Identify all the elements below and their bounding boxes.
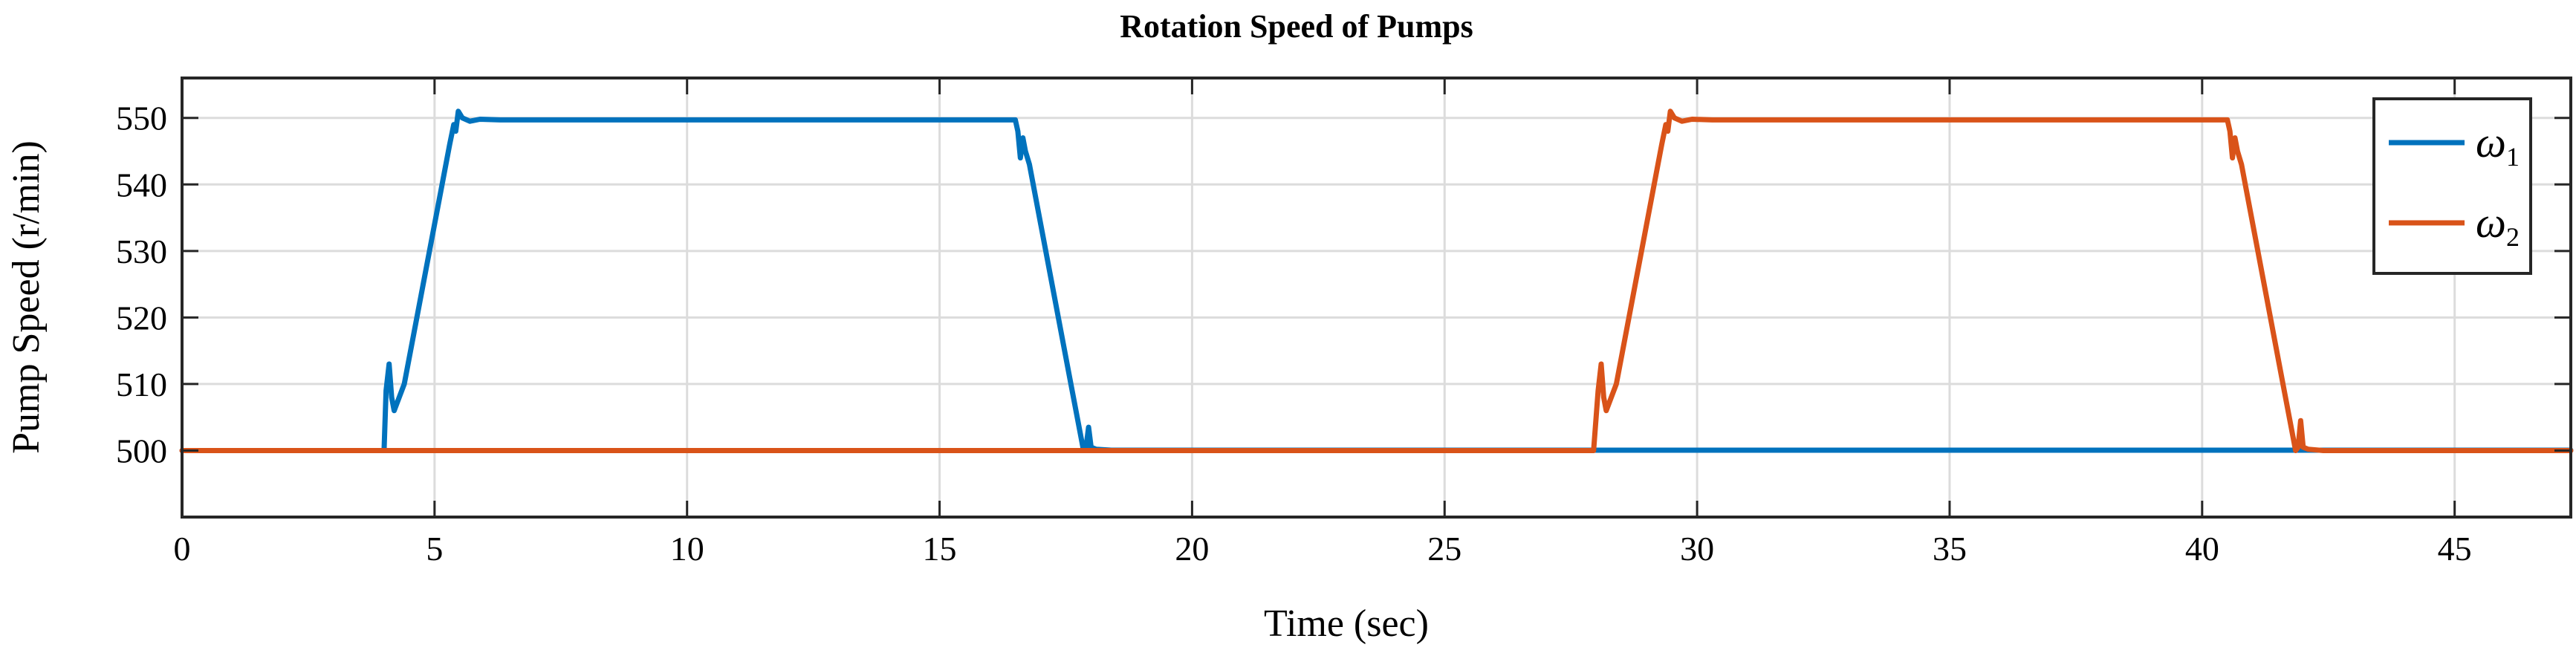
y-tick-label: 500	[116, 432, 167, 470]
series-line-omega1	[179, 108, 2574, 453]
x-tick-label: 35	[1933, 530, 1967, 568]
legend-label-omega2: ω2	[2476, 198, 2520, 252]
x-tick-label: 0	[174, 530, 191, 568]
x-tick-label: 10	[670, 530, 704, 568]
plot-area-frame	[181, 77, 2572, 519]
series-lines	[179, 108, 2574, 453]
x-tick-label: 15	[923, 530, 957, 568]
y-tick-label: 510	[116, 366, 167, 403]
x-tick-label: 45	[2438, 530, 2472, 568]
legend-box	[2372, 97, 2532, 275]
legend-subscript-omega2: 2	[2506, 222, 2520, 252]
series-line-omega2	[179, 108, 2574, 453]
y-tick-label: 540	[116, 166, 167, 204]
y-tick-label: 550	[116, 100, 167, 137]
x-tick-label: 40	[2185, 530, 2219, 568]
x-axis-label: Time (sec)	[1264, 602, 1429, 645]
x-tick-label: 20	[1175, 530, 1209, 568]
chart-title: Rotation Speed of Pumps	[1120, 8, 1473, 45]
legend-subscript-omega1: 1	[2506, 142, 2520, 172]
legend-label-omega1: ω1	[2476, 118, 2520, 172]
legend-symbol-omega2: ω	[2476, 198, 2506, 247]
y-tick-label: 520	[116, 299, 167, 337]
x-tick-label: 30	[1680, 530, 1714, 568]
x-tick-label: 25	[1427, 530, 1461, 568]
legend: ω1 ω2	[2372, 97, 2532, 275]
y-axis-label: Pump Speed (r/min)	[5, 140, 48, 454]
y-tick-label: 530	[116, 233, 167, 270]
legend-symbol-omega1: ω	[2476, 118, 2506, 166]
x-tick-label: 5	[426, 530, 443, 568]
axis-ticks	[181, 78, 2571, 517]
